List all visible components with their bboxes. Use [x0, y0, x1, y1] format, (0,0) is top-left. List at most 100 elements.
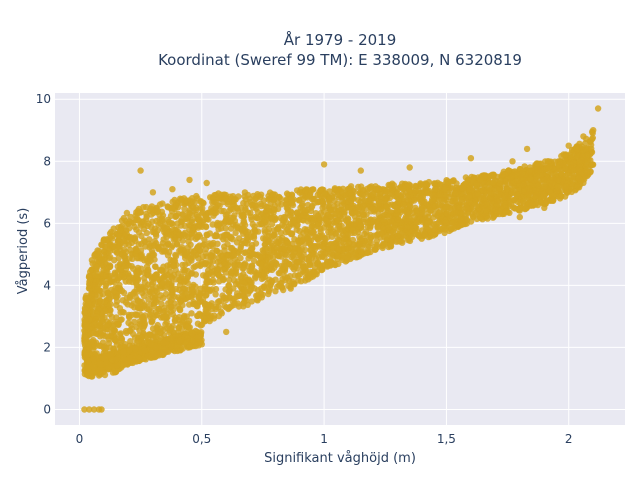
- data-point: [328, 249, 335, 257]
- data-point: [89, 260, 96, 267]
- data-point: [490, 171, 497, 179]
- data-point: [166, 304, 173, 311]
- data-point: [381, 187, 388, 195]
- data-point: [265, 239, 272, 246]
- data-point: [222, 218, 229, 225]
- data-point: [160, 339, 167, 347]
- data-point: [298, 202, 306, 209]
- data-point: [565, 142, 572, 149]
- data-point: [105, 255, 113, 262]
- data-point: [151, 242, 158, 249]
- data-point: [451, 216, 458, 223]
- data-point: [188, 294, 195, 301]
- data-point: [275, 224, 282, 231]
- data-point: [150, 350, 157, 357]
- data-point: [133, 247, 140, 254]
- data-point: [179, 237, 186, 244]
- data-point: [173, 344, 180, 351]
- data-point: [286, 277, 293, 285]
- data-point: [550, 196, 557, 204]
- data-point: [231, 197, 238, 204]
- data-point: [90, 282, 98, 289]
- data-point: [431, 191, 438, 198]
- data-point: [589, 134, 596, 142]
- data-point: [90, 356, 97, 363]
- data-point: [85, 273, 93, 281]
- data-point: [188, 330, 196, 337]
- data-point: [477, 214, 484, 222]
- data-point: [153, 217, 160, 225]
- data-point: [156, 201, 164, 208]
- data-point: [508, 189, 516, 196]
- data-point: [547, 169, 554, 176]
- data-point: [141, 347, 148, 354]
- data-point: [358, 251, 365, 258]
- data-point: [173, 212, 180, 219]
- data-point: [237, 254, 244, 262]
- x-tick-label: 0,5: [192, 432, 211, 446]
- data-point: [541, 176, 548, 184]
- data-point: [196, 310, 203, 317]
- data-point: [543, 198, 550, 205]
- data-point: [163, 229, 171, 237]
- data-point: [150, 274, 158, 281]
- data-point: [506, 209, 513, 216]
- data-point: [261, 246, 268, 253]
- data-point: [308, 222, 315, 230]
- data-point: [383, 203, 390, 211]
- data-point: [492, 206, 499, 214]
- data-point: [97, 333, 104, 340]
- data-point: [316, 263, 324, 271]
- data-point: [451, 208, 458, 215]
- data-point: [116, 243, 123, 250]
- data-point: [306, 262, 314, 269]
- data-point: [297, 278, 305, 285]
- data-point: [296, 196, 303, 204]
- data-point: [562, 164, 569, 172]
- data-point: [441, 229, 448, 237]
- data-point: [509, 158, 516, 165]
- data-point: [161, 304, 168, 312]
- data-point: [310, 268, 317, 275]
- data-point: [264, 279, 271, 287]
- data-point: [594, 105, 602, 112]
- data-point: [194, 224, 202, 231]
- data-point: [197, 290, 204, 297]
- data-point: [86, 345, 93, 352]
- data-point: [132, 345, 139, 353]
- data-point: [278, 237, 285, 244]
- data-point: [278, 267, 285, 274]
- data-point: [122, 278, 129, 285]
- data-point: [256, 260, 263, 267]
- data-point: [102, 307, 109, 314]
- data-point: [133, 312, 140, 319]
- data-point: [483, 207, 490, 214]
- data-point: [117, 266, 124, 273]
- data-point: [145, 306, 153, 313]
- data-point: [129, 330, 137, 338]
- data-point: [395, 197, 402, 205]
- data-point: [186, 176, 193, 184]
- data-point: [522, 205, 529, 212]
- data-point: [304, 218, 311, 225]
- data-point: [288, 230, 296, 238]
- data-point: [148, 211, 155, 218]
- data-point: [570, 167, 577, 174]
- data-point: [222, 225, 229, 232]
- data-point: [319, 243, 326, 250]
- data-point: [574, 152, 582, 159]
- data-point: [218, 310, 225, 317]
- data-point: [310, 186, 317, 193]
- data-point: [204, 309, 211, 316]
- data-point: [252, 273, 259, 280]
- data-point: [116, 281, 123, 289]
- data-point: [179, 261, 186, 269]
- data-point: [184, 249, 191, 256]
- y-tick-label: 4: [43, 278, 51, 292]
- data-point: [237, 283, 244, 290]
- data-point: [95, 248, 103, 255]
- data-point: [406, 164, 413, 171]
- data-point: [424, 220, 431, 227]
- data-point: [157, 325, 165, 332]
- data-point: [347, 183, 355, 190]
